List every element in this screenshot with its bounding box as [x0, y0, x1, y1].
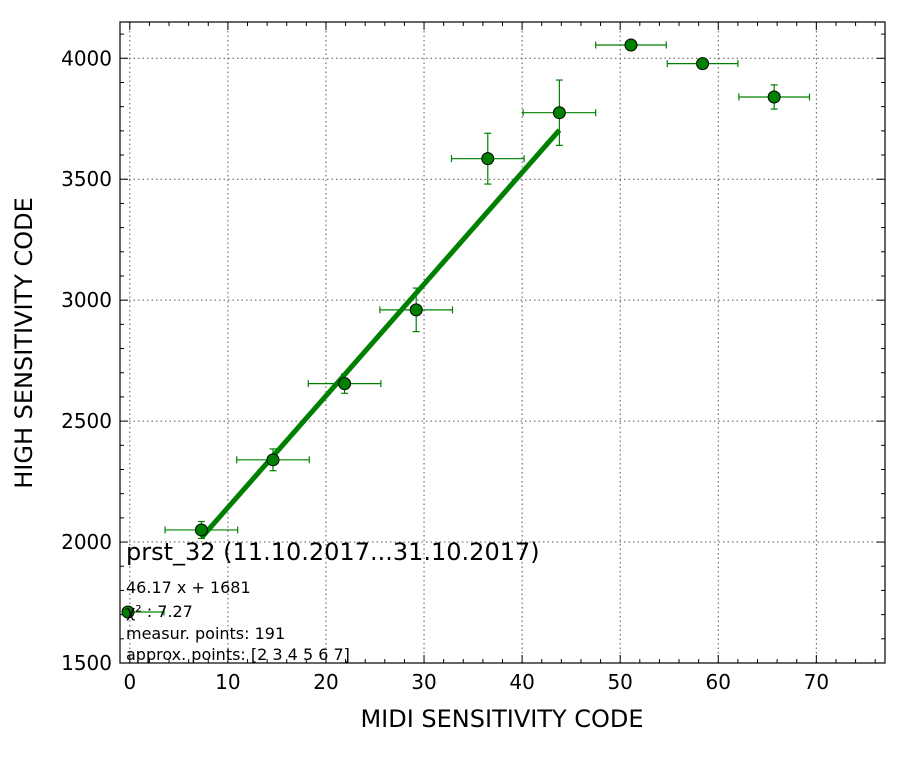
x-tick-label: 10	[215, 670, 240, 694]
fit-equation-text: 46.17 x + 1681	[126, 578, 251, 597]
y-axis-label: HIGH SENSITIVITY CODE	[10, 197, 38, 489]
x-tick-label: 60	[706, 670, 731, 694]
axis-ticks	[120, 22, 885, 664]
chart-title: prst_32 (11.10.2017...31.10.2017)	[126, 538, 540, 566]
y-tick-label: 1500	[61, 651, 112, 675]
y-tick-label: 3000	[61, 288, 112, 312]
data-point	[481, 152, 495, 166]
data-point	[552, 106, 566, 120]
data-point	[624, 38, 638, 52]
x-axis-label: MIDI SENSITIVITY CODE	[360, 705, 643, 733]
data-points	[194, 38, 781, 537]
data-point	[409, 303, 423, 317]
y-tick-label: 4000	[61, 46, 112, 70]
x-tick-labels: 0 10 20 30 40 50 60 70	[123, 670, 829, 694]
y-tick-label: 2000	[61, 530, 112, 554]
legend-point	[121, 605, 135, 619]
errorbars	[164, 41, 811, 540]
fit-line-group	[199, 128, 562, 540]
data-point	[194, 523, 208, 537]
grid	[120, 22, 885, 663]
x-tick-label: 40	[509, 670, 534, 694]
data-point	[696, 57, 710, 71]
x-tick-label: 20	[313, 670, 338, 694]
y-tick-label: 2500	[61, 409, 112, 433]
data-point	[338, 377, 352, 391]
x-tick-label: 50	[607, 670, 632, 694]
legend-marker	[121, 605, 165, 619]
approx-points-text: approx. points: [2 3 4 5 6 7]	[126, 645, 350, 664]
measurement-points-text: measur. points: 191	[126, 624, 285, 643]
x-tick-label: 0	[123, 670, 136, 694]
plot-frame	[119, 21, 886, 664]
y-tick-labels: 1500 2000 2500 3000 3500 4000	[61, 46, 112, 675]
data-point	[266, 453, 280, 467]
chi-square-text: χ² : 7.27	[126, 602, 193, 621]
fit-line	[199, 128, 562, 540]
y-tick-label: 3500	[61, 167, 112, 191]
x-tick-label: 30	[411, 670, 436, 694]
x-tick-label: 70	[804, 670, 829, 694]
data-point	[767, 90, 781, 104]
